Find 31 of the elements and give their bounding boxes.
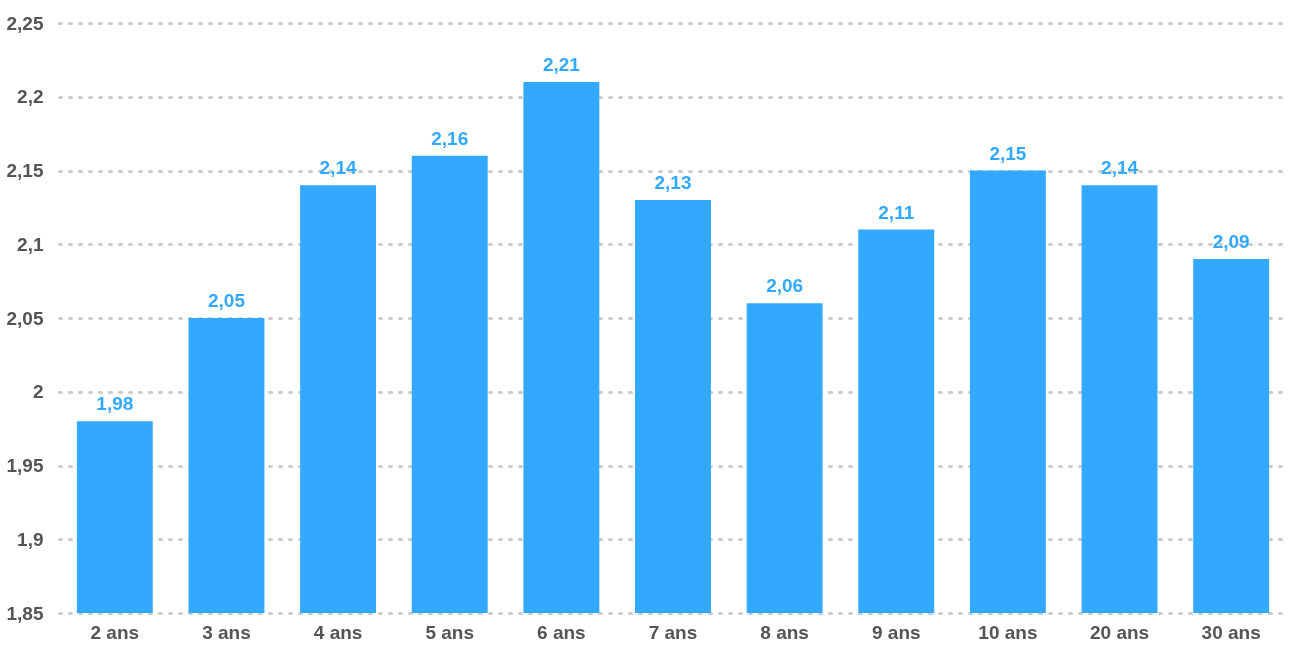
x-tick-label: 9 ans [871,621,921,643]
y-tick-label: 2,1 [17,233,44,255]
data-label: 2,05 [207,290,246,311]
x-tick-label: 2 ans [90,621,140,643]
y-tick-label: 2,15 [6,160,44,181]
y-tick-label: 1,85 [6,602,44,624]
data-label: 2,14 [319,157,358,179]
y-tick-label: 2,05 [6,307,44,329]
data-label: 2,14 [1101,157,1139,179]
x-tick-label: 20 ans [1089,621,1150,643]
x-tick-label: 6 ans [537,621,586,643]
data-label: 2,21 [542,54,581,75]
y-tick-label: 1,9 [17,528,44,550]
x-tick-label: 4 ans [313,621,363,643]
y-tick-label: 2 [32,381,44,403]
x-tick-label: 8 ans [760,621,809,643]
data-label: 2,15 [989,142,1027,164]
data-label: 2,13 [654,172,692,193]
y-tick-label: 2,2 [17,86,44,108]
data-label: 2,09 [1212,231,1250,252]
data-label: 2,16 [431,127,469,149]
x-tick-label: 10 ans [978,621,1038,643]
data-label: 1,98 [96,393,134,415]
x-tick-label: 5 ans [425,621,475,643]
data-label: 2,11 [878,201,915,223]
data-label: 2,06 [766,275,804,297]
y-tick-label: 1,95 [6,455,44,476]
x-tick-label: 30 ans [1201,621,1261,643]
y-tick-label: 2,25 [6,12,44,34]
x-tick-label: 3 ans [202,621,251,643]
x-tick-label: 7 ans [648,621,698,643]
